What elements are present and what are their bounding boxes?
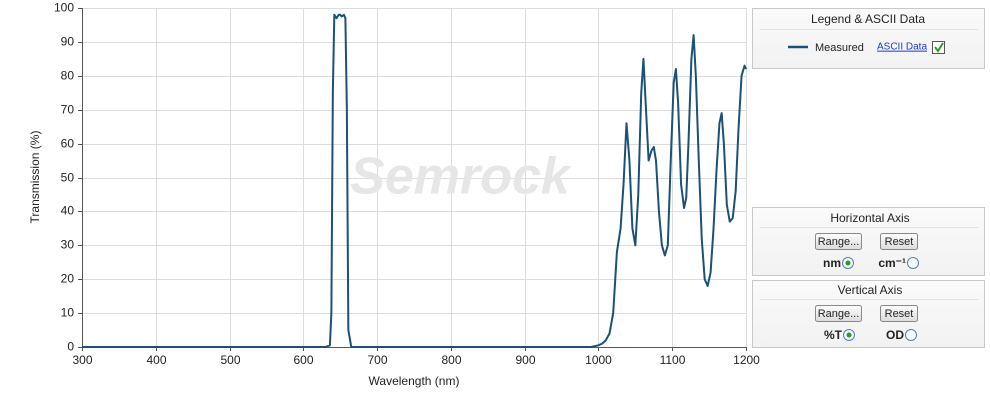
button-label: Range... [818, 308, 860, 320]
legend-panel [752, 8, 985, 69]
x-tick-label: 700 [367, 353, 387, 367]
button[interactable] [880, 305, 918, 322]
legend-label: Measured [815, 42, 864, 54]
button[interactable] [815, 233, 862, 250]
x-tick-label: 900 [515, 353, 535, 367]
y-tick-label: 20 [61, 272, 75, 286]
x-tick-label: 300 [72, 353, 92, 367]
x-tick-label: 1100 [660, 353, 686, 367]
y-tick-label: 90 [61, 35, 75, 49]
option-label: nm [823, 256, 841, 270]
watermark: Semrock [350, 148, 573, 206]
radio-dot [845, 260, 851, 266]
y-tick-label: 100 [54, 1, 74, 15]
check-mark [934, 42, 944, 53]
button[interactable] [880, 233, 918, 250]
x-tick-label: 800 [441, 353, 461, 367]
button-label: Reset [885, 236, 914, 248]
vertical-axis-panel [752, 280, 985, 348]
radio-dot [846, 332, 852, 338]
button[interactable] [815, 305, 862, 322]
y-tick-label: 50 [61, 171, 75, 185]
y-tick-label: 60 [61, 137, 75, 151]
x-tick-label: 600 [293, 353, 313, 367]
x-axis-label: Wavelength (nm) [369, 374, 460, 388]
y-tick-label: 70 [61, 103, 75, 117]
x-tick-label: 1000 [585, 353, 612, 367]
series-line [82, 13, 747, 348]
x-tick-label: 1200 [733, 353, 760, 367]
panel-title: Horizontal Axis [830, 211, 909, 225]
y-tick-label: 30 [61, 238, 75, 252]
panel-title: Legend & ASCII Data [811, 12, 925, 26]
radio[interactable] [905, 329, 917, 341]
option-label: OD [886, 328, 904, 342]
button-label: Reset [885, 308, 914, 320]
option-label: cm⁻¹ [878, 256, 906, 270]
panel-title: Vertical Axis [838, 283, 903, 297]
y-tick-label: 10 [61, 306, 75, 320]
x-tick-label: 500 [220, 353, 240, 367]
y-tick-label: 0 [67, 340, 74, 354]
vertical-controls: Range... Reset %T OD [815, 305, 918, 342]
option-label: %T [824, 328, 843, 342]
x-tick-label: 400 [146, 353, 166, 367]
button-label: Range... [818, 236, 860, 248]
radio[interactable] [907, 257, 919, 269]
y-axis-label: Transmission (%) [28, 131, 42, 224]
plot: 0 10 20 30 40 50 60 70 80 90 100 300 400 500 600 700 800… [54, 1, 760, 368]
horizontal-axis-panel [752, 207, 985, 276]
y-tick-label: 80 [61, 69, 75, 83]
ascii-link[interactable]: ASCII Data [877, 42, 927, 53]
horizontal-controls: Range... Reset nm cm⁻¹ [815, 233, 919, 270]
y-tick-label: 40 [61, 204, 75, 218]
